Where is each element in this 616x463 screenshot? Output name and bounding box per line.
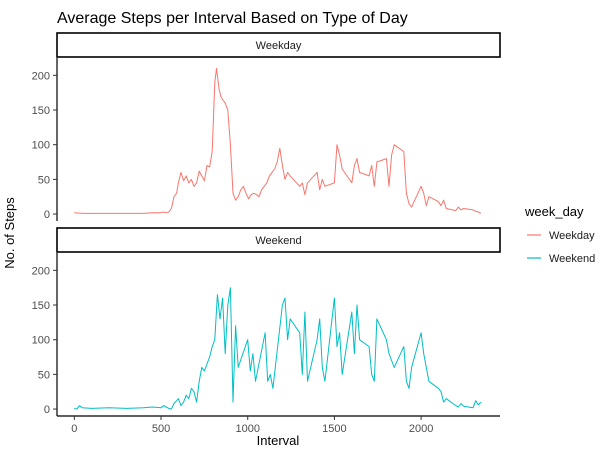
x-tick-label: 1000 [235,423,259,435]
y-tick-label: 0 [44,404,50,416]
facet-strip-label-weekday: Weekday [256,40,302,52]
facet-strip-weekday [56,32,501,58]
y-tick-label: 0 [44,209,50,221]
y-tick-label: 100 [32,335,50,347]
y-tick-label: 100 [32,140,50,152]
facet-panel-weekday: Weekday 0 50 100 150 200 [32,32,501,221]
legend-title: week_day [524,204,584,219]
facet-strip-label-weekend: Weekend [255,235,301,247]
x-tick-label: 0 [71,423,77,435]
y-tick-label: 200 [32,265,50,277]
legend-label-weekend: Weekend [549,253,595,265]
x-tick-label: 2000 [409,423,433,435]
y-tick-label: 50 [38,369,50,381]
chart-title: Average Steps per Interval Based on Type… [57,10,408,27]
y-axis-title: No. of Steps [2,197,17,269]
legend: week_day Weekday Weekend [524,204,595,265]
x-tick-label: 1500 [322,423,346,435]
y-tick-label: 50 [38,174,50,186]
x-axis-title: Interval [257,433,300,448]
legend-label-weekday: Weekday [549,230,595,242]
y-tick-label: 200 [32,70,50,82]
series-line-weekday [74,67,482,214]
y-tick-label: 150 [32,300,50,312]
x-tick-label: 500 [152,423,170,435]
y-tick-label: 150 [32,105,50,117]
facet-strip-weekend [56,227,501,253]
series-line-weekend [74,287,482,410]
